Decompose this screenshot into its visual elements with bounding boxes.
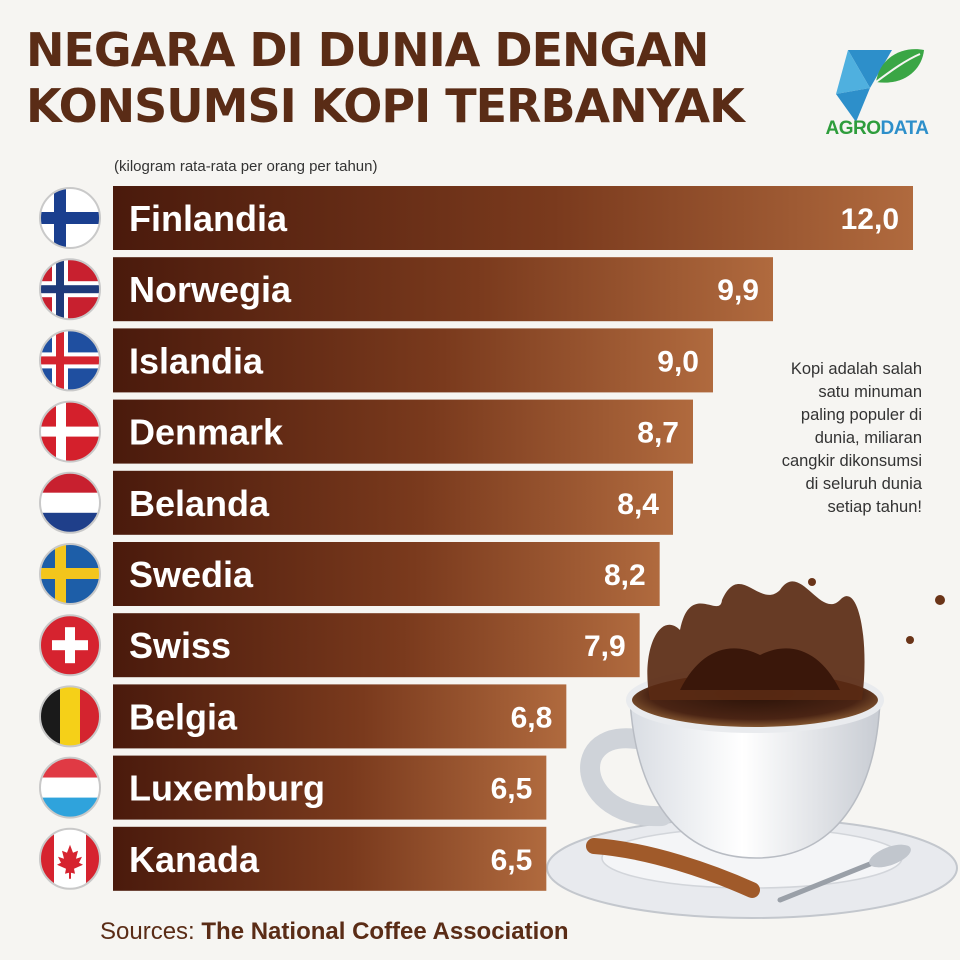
- finland-flag-icon: [40, 188, 100, 248]
- bar: [113, 542, 660, 606]
- flag-border: [39, 614, 101, 677]
- source-line: Sources: The National Coffee Association: [100, 918, 569, 946]
- category-label: Swedia: [129, 554, 254, 595]
- agrodata-logo-icon: [836, 49, 924, 122]
- category-label: Belanda: [129, 483, 270, 524]
- flag-border: [39, 827, 101, 890]
- bar: [113, 755, 547, 820]
- flag-border: [39, 329, 101, 392]
- norway-flag-icon: [40, 259, 100, 320]
- value-label: 6,5: [491, 844, 533, 877]
- belgium-flag-icon: [40, 686, 100, 747]
- netherlands-flag-icon: [40, 472, 100, 533]
- iceland-flag-icon: [40, 330, 100, 391]
- bar: [113, 186, 913, 250]
- flag-border: [39, 258, 101, 321]
- title-line-1: NEGARA DI DUNIA DENGAN: [26, 23, 709, 77]
- spoon: [777, 857, 883, 903]
- category-label: Kanada: [129, 839, 260, 880]
- title-line-2: KONSUMSI KOPI TERBANYAK: [26, 79, 745, 133]
- category-label: Swiss: [129, 625, 231, 666]
- category-label: Norwegia: [129, 269, 292, 310]
- bar: [113, 470, 673, 535]
- category-label: Finlandia: [129, 198, 288, 239]
- info-note: Kopi adalah salah satu minuman paling po…: [781, 360, 922, 516]
- value-label: 9,0: [657, 345, 699, 378]
- flag-border: [39, 685, 101, 748]
- canada-flag-icon: [40, 828, 100, 889]
- value-label: 7,9: [584, 630, 626, 663]
- flag-border: [39, 543, 101, 605]
- sweden-flag-icon: [40, 544, 100, 604]
- bar: [113, 684, 567, 749]
- value-label: 6,5: [491, 773, 533, 806]
- chart-title: NEGARA DI DUNIA DENGAN KONSUMSI KOPI TER…: [26, 22, 745, 134]
- value-label: 8,7: [637, 417, 679, 450]
- coffee-cup-illustration: [546, 547, 958, 919]
- category-label: Denmark: [129, 412, 284, 453]
- chart-subtitle: (kilogram rata-rata per orang per tahun): [114, 158, 378, 175]
- cinnamon-stick: [586, 838, 760, 898]
- category-label: Islandia: [129, 340, 264, 381]
- bar: [113, 328, 713, 393]
- bar: [113, 257, 773, 322]
- source-name: The National Coffee Association: [201, 918, 569, 945]
- cup-body: [629, 699, 881, 859]
- value-label: 6,8: [511, 701, 553, 734]
- value-label: 8,2: [604, 559, 646, 592]
- switzerland-flag-icon: [40, 615, 100, 676]
- value-label: 12,0: [841, 203, 899, 236]
- flag-border: [39, 187, 101, 249]
- source-label: Sources:: [100, 918, 195, 945]
- category-label: Belgia: [129, 696, 238, 737]
- category-label: Luxemburg: [129, 768, 325, 809]
- bar: [113, 826, 547, 891]
- value-label: 9,9: [717, 274, 759, 307]
- luxembourg-flag-icon: [40, 757, 100, 818]
- flag-border: [39, 400, 101, 463]
- bar: [113, 613, 640, 678]
- flag-border: [39, 756, 101, 819]
- denmark-flag-icon: [40, 401, 100, 462]
- value-label: 8,4: [617, 488, 659, 521]
- bar: [113, 399, 693, 464]
- logo-text: AGRODATA: [825, 118, 929, 139]
- cup-handle: [580, 728, 672, 827]
- flag-border: [39, 471, 101, 534]
